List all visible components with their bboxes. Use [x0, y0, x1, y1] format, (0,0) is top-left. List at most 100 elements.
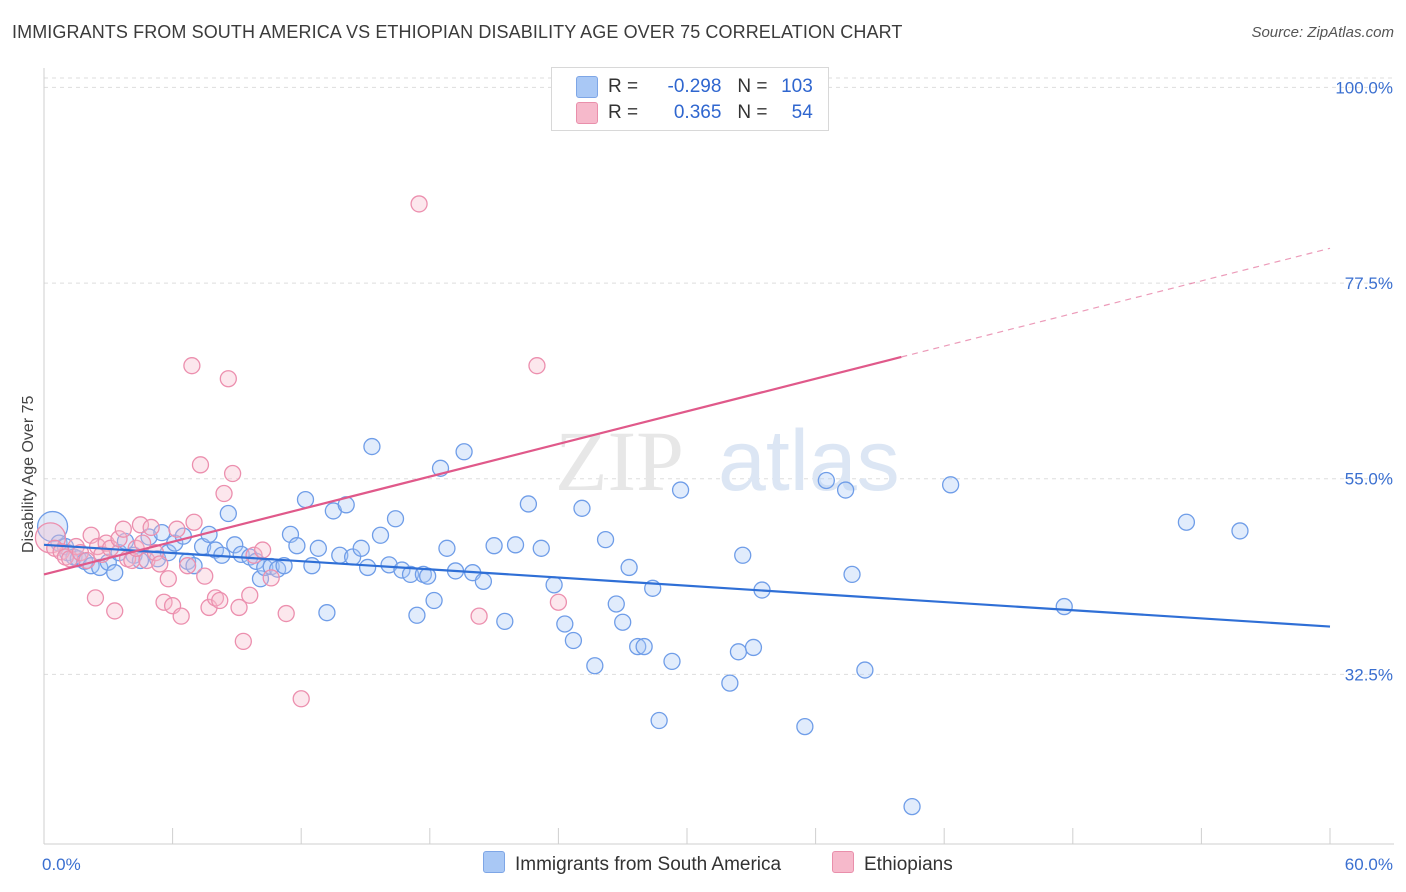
data-point [234, 632, 252, 651]
data-point [903, 797, 921, 816]
data-point [226, 536, 244, 554]
data-point [796, 717, 814, 736]
data-point [241, 586, 259, 604]
trend-line-ethiopians [43, 355, 902, 576]
legend-r-value: -0.298 [667, 76, 722, 98]
data-point [941, 476, 960, 494]
data-point [142, 518, 160, 537]
data-point [106, 602, 124, 620]
data-point [629, 637, 647, 656]
data-point [78, 551, 96, 570]
data-point [106, 564, 124, 582]
data-point [211, 591, 229, 610]
data-point [86, 589, 105, 607]
data-point [843, 565, 861, 584]
legend-n-label: N = [737, 102, 768, 124]
data-point [185, 513, 203, 531]
data-point [455, 443, 473, 461]
data-point [219, 504, 237, 523]
data-point [596, 530, 615, 549]
data-point [564, 631, 583, 650]
data-point [393, 561, 411, 579]
data-point [1055, 597, 1073, 616]
legend-r-label: R = [608, 76, 639, 98]
watermark-atlas: atlas [718, 413, 900, 509]
legend-n-value: 103 [781, 76, 813, 98]
data-point [856, 661, 874, 679]
bottom-legend-blue: Immigrants from South America [483, 851, 781, 876]
y-tick-label: 55.0% [1345, 470, 1393, 489]
data-point [277, 604, 295, 623]
data-point [556, 615, 574, 633]
bottom-legend-label-blue: Immigrants from South America [515, 854, 782, 875]
stats-legend: R = -0.298 N = 103 R = 0.365 N = 54 [551, 67, 829, 131]
data-point [110, 530, 128, 548]
data-point [380, 556, 398, 574]
data-point [155, 593, 173, 611]
legend-r-value: 0.365 [673, 102, 722, 124]
data-point [88, 537, 107, 556]
data-point [817, 471, 835, 490]
trend-lines [43, 247, 1331, 628]
data-point [219, 370, 237, 388]
y-tick-label: 32.5% [1345, 665, 1393, 684]
data-point [528, 357, 546, 375]
y-tick-labels: 32.5% 55.0% 77.5% 100.0% [1335, 78, 1393, 684]
chart-title: IMMIGRANTS FROM SOUTH AMERICA VS ETHIOPI… [12, 22, 903, 42]
data-point [230, 598, 248, 617]
data-point [573, 499, 591, 517]
bottom-legend-swatch-pink [832, 851, 854, 873]
bottom-legend-swatch-blue [483, 851, 505, 873]
bottom-legend-pink: Ethiopians [832, 851, 953, 876]
legend-n-value: 54 [791, 102, 813, 124]
data-point [386, 510, 405, 528]
data-point [114, 520, 132, 538]
data-point [172, 607, 190, 625]
data-point [650, 711, 668, 730]
trend-line-immigrants [43, 543, 1331, 628]
data-point [607, 595, 625, 613]
data-point [185, 557, 203, 575]
data-point [496, 612, 514, 631]
data-point [303, 557, 321, 575]
data-point [663, 652, 681, 671]
data-point [262, 569, 280, 587]
data-point [151, 555, 169, 573]
data-point [371, 526, 390, 544]
data-point [425, 591, 443, 610]
bottom-legend-label-pink: Ethiopians [864, 854, 953, 875]
legend-swatch-blue [576, 76, 598, 98]
data-point [168, 520, 186, 538]
data-point [318, 604, 336, 622]
data-point [744, 638, 763, 657]
data-point [734, 546, 752, 564]
data-point [191, 456, 210, 474]
data-point [183, 357, 201, 375]
data-point [178, 557, 197, 575]
data-point [358, 558, 377, 577]
data-point [549, 593, 568, 611]
x-tick-label: 0.0% [42, 855, 81, 874]
data-point [532, 539, 550, 557]
data-point [671, 481, 690, 499]
x-tick-labels: 0.0% 60.0% [42, 855, 1393, 874]
data-point [586, 657, 604, 675]
legend-n-label: N = [737, 76, 768, 98]
data-point [292, 690, 310, 708]
y-tick-label: 100.0% [1335, 78, 1393, 97]
data-point [470, 607, 488, 625]
data-point [288, 537, 306, 555]
data-point [1177, 513, 1196, 531]
data-point [309, 539, 327, 557]
chart-source: Source: ZipAtlas.com [1251, 24, 1394, 41]
data-point [36, 510, 69, 543]
series-ethiopians-points [34, 195, 568, 708]
data-point [485, 537, 503, 555]
data-point [620, 558, 638, 577]
data-point [196, 567, 214, 585]
data-point [836, 481, 855, 499]
y-axis-title: Disability Age Over 75 [20, 395, 37, 553]
y-tick-label: 77.5% [1345, 274, 1393, 293]
x-tick-label: 60.0% [1345, 855, 1393, 874]
